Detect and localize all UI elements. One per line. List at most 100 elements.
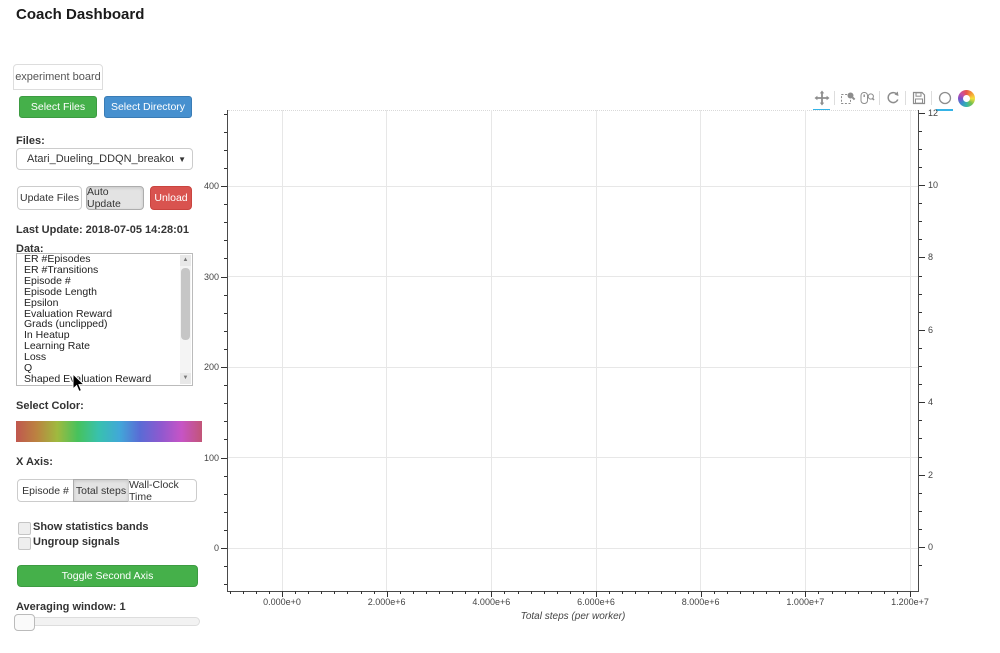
plot-area[interactable]	[228, 110, 918, 591]
tick-mark	[268, 591, 270, 594]
scroll-up-icon[interactable]: ▲	[180, 255, 191, 266]
tick-mark	[919, 420, 922, 422]
tick-mark	[919, 384, 922, 386]
list-item[interactable]: Evaluation Reward	[24, 307, 113, 320]
gridline	[491, 110, 492, 591]
toolbar-separator	[834, 91, 835, 105]
tick-mark	[635, 591, 637, 594]
list-item[interactable]: Grads (unclipped)	[24, 318, 108, 331]
tick-mark	[569, 591, 571, 594]
unload-button[interactable]: Unload	[150, 186, 192, 210]
tick-mark	[919, 366, 922, 367]
data-label: Data:	[16, 243, 44, 255]
tick-mark	[726, 591, 728, 594]
tick-mark	[910, 591, 911, 597]
x-axis-option-episode[interactable]: Episode #	[17, 479, 74, 502]
gridline	[386, 110, 387, 591]
tick-mark	[919, 275, 922, 277]
list-item[interactable]: Episode Length	[24, 285, 97, 298]
update-files-button[interactable]: Update Files	[17, 186, 82, 210]
gridline	[910, 110, 911, 591]
toolbar-separator	[879, 91, 880, 105]
list-item[interactable]: In Heatup	[24, 329, 70, 342]
x-axis-option-wall-clock[interactable]: Wall-Clock Time	[128, 479, 197, 503]
select-color-label: Select Color:	[16, 400, 84, 412]
tick-mark	[857, 591, 859, 594]
tick-mark	[622, 591, 624, 594]
tick-mark	[919, 565, 922, 567]
hover-icon[interactable]	[936, 90, 953, 111]
gridline	[228, 276, 918, 277]
list-item[interactable]: Shaped Evaluation Reward	[24, 372, 152, 385]
list-item[interactable]: ER #Episodes	[24, 253, 91, 265]
tick-label: 100	[203, 452, 219, 463]
bokeh-logo-icon[interactable]	[958, 89, 975, 107]
save-icon[interactable]	[910, 90, 927, 107]
tick-mark	[295, 591, 297, 594]
toolbar-separator	[931, 91, 932, 105]
tick-label: 2.000e+6	[367, 597, 406, 607]
gridline	[228, 186, 918, 187]
data-signal-list[interactable]: ER #Episodes ER #Transitions Episode # E…	[16, 253, 193, 386]
tick-mark	[556, 591, 558, 594]
tick-mark	[224, 348, 227, 350]
list-item[interactable]: Learning Rate	[24, 340, 90, 353]
averaging-slider-thumb[interactable]	[14, 614, 35, 631]
tick-mark	[386, 591, 388, 597]
tick-mark	[242, 591, 244, 594]
toggle-second-axis-button[interactable]: Toggle Second Axis	[17, 565, 198, 587]
dropdown-caret-icon: ▼	[178, 154, 186, 164]
tick-mark	[439, 591, 440, 594]
reset-icon[interactable]	[884, 90, 901, 107]
gridline	[228, 548, 918, 549]
tick-mark	[465, 591, 467, 594]
list-item[interactable]: Episode #	[24, 274, 71, 287]
tick-mark	[229, 591, 231, 594]
tab-experiment-board[interactable]: experiment board	[13, 64, 103, 90]
gridline	[805, 110, 806, 591]
tick-mark	[739, 591, 741, 594]
pan-icon[interactable]	[813, 90, 830, 111]
toolbar-separator	[905, 91, 906, 105]
auto-update-button[interactable]: Auto Update	[86, 186, 144, 210]
tick-mark	[530, 591, 532, 594]
tick-mark	[425, 591, 427, 594]
box-zoom-icon[interactable]	[839, 90, 856, 107]
list-item[interactable]: Q	[24, 362, 33, 375]
x-axis-option-total-steps[interactable]: Total steps	[73, 479, 129, 502]
tick-label: 12	[928, 107, 939, 118]
list-scrollbar[interactable]: ▲ ▼	[180, 255, 191, 384]
select-files-button[interactable]: Select Files	[19, 96, 97, 118]
tick-mark	[919, 547, 925, 548]
color-gradient-picker[interactable]	[16, 421, 202, 442]
tick-label: 4.000e+6	[472, 597, 511, 607]
show-stats-checkbox[interactable]	[18, 522, 31, 535]
tick-mark	[224, 258, 227, 260]
scroll-down-icon[interactable]: ▼	[180, 373, 191, 384]
ungroup-signals-checkbox[interactable]	[18, 537, 31, 550]
tick-mark	[224, 566, 227, 568]
list-item[interactable]: ER #Transitions	[24, 263, 99, 276]
wheel-zoom-icon[interactable]	[858, 90, 875, 107]
tick-mark	[919, 510, 922, 512]
tick-mark	[224, 475, 227, 477]
ungroup-signals-label: Ungroup signals	[33, 536, 120, 548]
tick-label: 300	[203, 271, 219, 282]
list-item[interactable]: Loss	[24, 351, 47, 364]
tick-mark	[713, 591, 715, 594]
select-directory-button[interactable]: Select Directory	[104, 96, 192, 118]
tick-mark	[373, 591, 375, 594]
tick-label: 0.000e+0	[263, 597, 301, 607]
tick-mark	[224, 131, 227, 133]
tick-mark	[224, 493, 227, 495]
list-item[interactable]: Epsilon	[24, 296, 59, 309]
tick-mark	[308, 591, 310, 594]
tick-mark	[452, 591, 454, 594]
tick-mark	[831, 591, 833, 594]
files-select[interactable]: Atari_Dueling_DDQN_breakout_new ▼	[16, 148, 193, 170]
tick-mark	[919, 438, 922, 440]
bokeh-figure: Total steps (per worker) 0.000e+0 2.000e+…	[190, 85, 990, 645]
averaging-slider-track[interactable]	[14, 617, 200, 626]
tick-mark	[321, 591, 323, 594]
scrollbar-thumb[interactable]	[181, 268, 190, 340]
